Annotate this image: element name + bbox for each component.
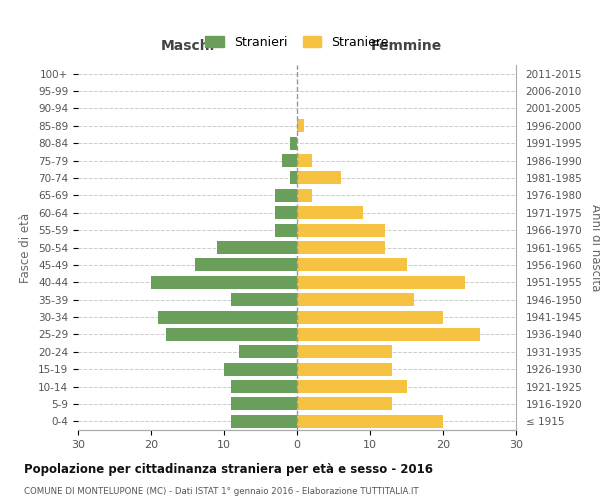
Bar xyxy=(297,172,341,184)
Bar xyxy=(290,136,297,149)
Bar xyxy=(232,293,297,306)
Bar xyxy=(275,224,297,236)
Bar xyxy=(297,206,362,220)
Bar xyxy=(297,258,407,272)
Bar xyxy=(217,241,297,254)
Y-axis label: Anni di nascita: Anni di nascita xyxy=(589,204,600,291)
Bar xyxy=(297,189,311,202)
Bar xyxy=(297,241,385,254)
Bar xyxy=(297,120,304,132)
Bar xyxy=(224,362,297,376)
Bar xyxy=(158,310,297,324)
Bar xyxy=(297,154,311,167)
Bar xyxy=(232,398,297,410)
Bar xyxy=(232,415,297,428)
Bar xyxy=(297,398,392,410)
Bar xyxy=(232,380,297,393)
Bar xyxy=(239,346,297,358)
Text: Maschi: Maschi xyxy=(160,39,215,53)
Bar xyxy=(283,154,297,167)
Bar xyxy=(195,258,297,272)
Text: Femmine: Femmine xyxy=(371,39,442,53)
Bar xyxy=(297,415,443,428)
Text: COMUNE DI MONTELUPONE (MC) - Dati ISTAT 1° gennaio 2016 - Elaborazione TUTTITALI: COMUNE DI MONTELUPONE (MC) - Dati ISTAT … xyxy=(24,488,419,496)
Bar xyxy=(297,346,392,358)
Bar xyxy=(297,310,443,324)
Bar xyxy=(297,224,385,236)
Bar xyxy=(297,380,407,393)
Bar xyxy=(297,293,414,306)
Bar xyxy=(166,328,297,341)
Bar xyxy=(297,276,465,289)
Bar xyxy=(297,362,392,376)
Bar xyxy=(275,206,297,220)
Bar xyxy=(290,172,297,184)
Bar xyxy=(297,328,479,341)
Bar xyxy=(151,276,297,289)
Y-axis label: Fasce di età: Fasce di età xyxy=(19,212,32,282)
Text: Popolazione per cittadinanza straniera per età e sesso - 2016: Popolazione per cittadinanza straniera p… xyxy=(24,462,433,475)
Bar xyxy=(275,189,297,202)
Legend: Stranieri, Straniere: Stranieri, Straniere xyxy=(200,31,394,54)
